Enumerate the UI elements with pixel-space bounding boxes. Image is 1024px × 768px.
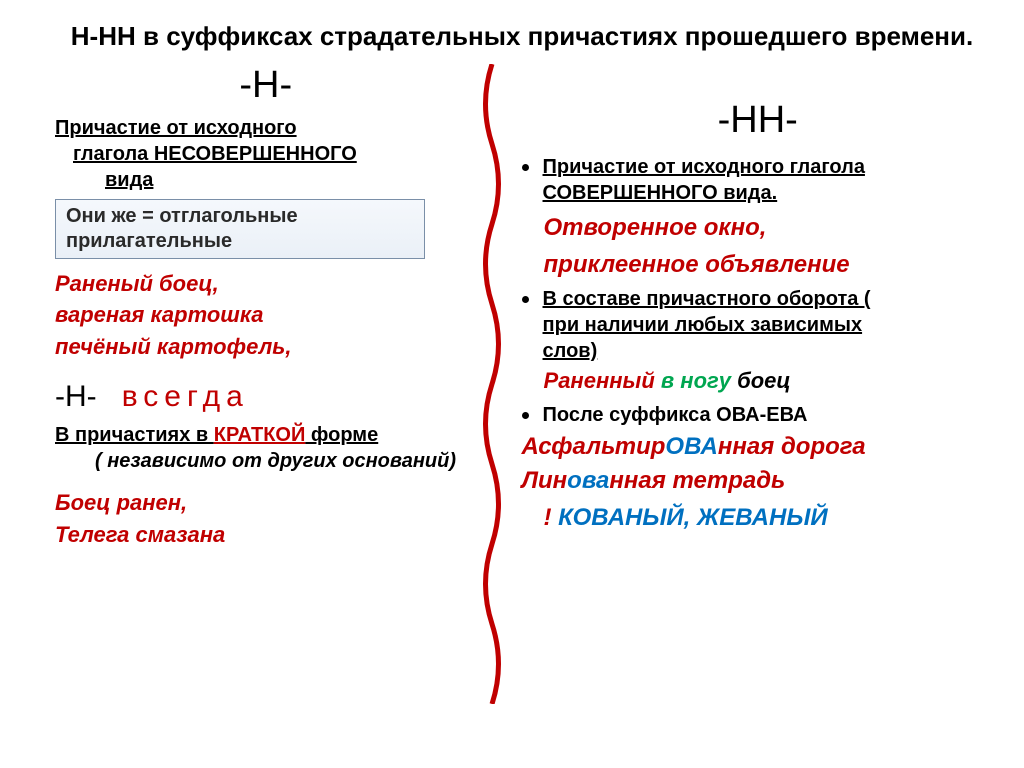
always-word: всегда [122,380,249,413]
rule-oborot-line2: при наличии любых зависимых [543,312,871,338]
rule-nesovershenny-line2: глагола НЕСОВЕРШЕННОГО [73,141,477,167]
heading-nn: -НН- [522,99,994,142]
nnaya-tetrad: нная тетрадь [609,467,785,494]
bullet-icon [522,296,529,303]
n-dash: -Н- [55,380,97,413]
rule-sovershenny-line2: СОВЕРШЕННОГО вида. [543,180,865,206]
kovany-zhevany: КОВАНЫЙ, ЖЕВАНЫЙ [552,504,828,531]
example-ranenny-v-nogu: Раненный в ногу боец [544,368,994,394]
short-form-suffix: форме [305,424,378,446]
left-column-n: -Н- Причастие от исходного глагола НЕСОВ… [0,64,492,724]
short-form-kratkoi: КРАТКОЙ [214,424,306,446]
nnaya-doroga: нная дорога [718,433,866,460]
example-otvorennoe: Отворенное окно, [544,212,994,243]
rule-sovershenny-line1: Причастие от исходного глагола [543,154,865,180]
short-form-paren: ( независимо от других оснований) [95,448,477,474]
rule-short-form: В причастиях в КРАТКОЙ форме ( независим… [55,422,477,474]
rule-ova-eva: После суффикса ОВА-ЕВА [543,402,808,428]
heading-n-always: -Н- всегда [55,380,477,414]
example-varenaya: вареная картошка [55,300,477,330]
bullet-sovershenny: Причастие от исходного глагола СОВЕРШЕНН… [522,154,994,206]
example-prikleennoe: приклеенное объявление [544,249,994,280]
heading-n: -Н- [55,64,477,107]
example-boets-ranen: Боец ранен, [55,488,477,518]
example-raneny: Раненый боец, [55,269,477,299]
bullet-ova-eva: После суффикса ОВА-ЕВА [522,402,994,428]
rule-nesovershenny-line3: вида [105,167,477,193]
bullet-icon [522,412,529,419]
right-column-nn: -НН- Причастие от исходного глагола СОВЕ… [492,64,1024,724]
bullet-oborot: В составе причастного оборота ( при нали… [522,286,994,364]
boets-black: боец [731,368,791,393]
rule-nesovershenny-line1: Причастие от исходного [55,115,477,141]
example-asfaltirovannaya: АсфальтирОВАнная дорога [522,432,994,462]
short-form-prefix: В причастиях в [55,424,214,446]
exception-kovany: ! КОВАНЫЙ, ЖЕВАНЫЙ [544,504,994,532]
rule-oborot-line1: В составе причастного оборота ( [543,286,871,312]
v-nogu-green: в ногу [655,368,731,393]
exclaim-icon: ! [544,504,552,531]
ova-highlight-2: ова [567,467,609,494]
callout-otglagolnye: Они же = отглагольные прилагательные [55,199,425,259]
ranenny-red: Раненный [544,368,655,393]
rule-oborot-line3: слов) [543,338,871,364]
ova-highlight: ОВА [665,433,717,460]
two-column-layout: -Н- Причастие от исходного глагола НЕСОВ… [0,64,1024,724]
example-telega: Телега смазана [55,520,477,550]
example-linovannaya: Линованная тетрадь [522,466,994,496]
asfaltir-prefix: Асфальтир [522,433,666,460]
example-pecheny: печёный картофель, [55,332,477,362]
wavy-divider [477,64,507,704]
bullet-icon [522,164,529,171]
lin-prefix: Лин [522,467,568,494]
slide-title: Н-НН в суффиксах страдательных причастия… [0,0,1024,64]
